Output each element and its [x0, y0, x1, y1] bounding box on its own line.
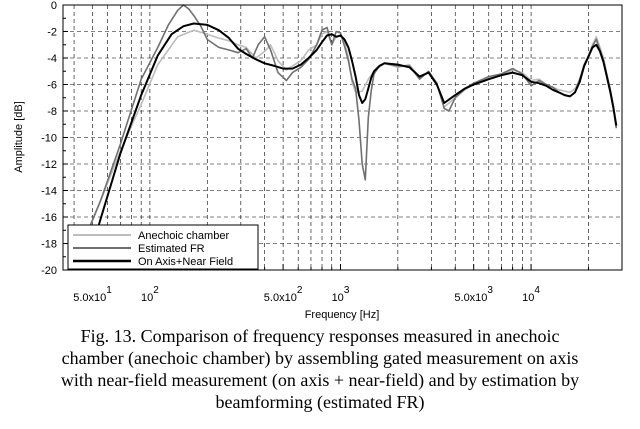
- x-tick-exponent: 4: [534, 285, 540, 296]
- y-tick-label: -6: [47, 80, 57, 92]
- x-tick-exponent: 3: [487, 285, 493, 296]
- y-tick-label: -20: [41, 265, 57, 277]
- x-tick-mantissa: 5.0x10: [73, 292, 106, 304]
- series-layer: [69, 4, 618, 271]
- legend-label-2: Estimated FR: [138, 243, 205, 255]
- caption-line-4: beamforming (estimated FR): [215, 392, 425, 412]
- x-tick-exponent: 3: [344, 285, 350, 296]
- y-tick-label: -14: [41, 186, 57, 198]
- x-tick-mantissa: 10: [141, 292, 153, 304]
- y-tick-label: -8: [47, 106, 57, 118]
- x-tick-exponent: 2: [297, 285, 303, 296]
- y-tick-label: -10: [41, 133, 57, 145]
- legend-label-1: Anechoic chamber: [138, 230, 229, 242]
- x-tick-label: 5.0x102: [264, 285, 303, 304]
- y-tick-label: -16: [41, 212, 57, 224]
- x-tick-mantissa: 5.0x10: [264, 292, 297, 304]
- x-tick-label: 5.0x101: [73, 285, 112, 304]
- series-line-3: [84, 22, 618, 271]
- legend-label-3: On Axis+Near Field: [138, 256, 233, 268]
- x-tick-label: 104: [522, 285, 540, 304]
- y-tick-label: -12: [41, 159, 57, 171]
- x-tick-exponent: 2: [153, 285, 159, 296]
- y-tick-label: -2: [47, 27, 57, 39]
- x-tick-exponent: 1: [106, 285, 112, 296]
- caption-line-3: with near-field measurement (on axis + n…: [60, 370, 580, 390]
- caption-line-1: Fig. 13. Comparison of frequency respons…: [80, 326, 560, 346]
- x-tick-label: 5.0x103: [454, 285, 493, 304]
- y-axis: 0 -2 -4 -6 -8 -10 -12 -14 -16 -18 -20: [41, 0, 68, 277]
- x-axis-label: Frequency [Hz]: [305, 309, 380, 321]
- x-tick-mantissa: 5.0x10: [454, 292, 487, 304]
- x-tick-mantissa: 10: [522, 292, 534, 304]
- x-tick-label: 103: [332, 285, 350, 304]
- figure-caption: Fig. 13. Comparison of frequency respons…: [0, 325, 640, 413]
- x-tick-label: 102: [141, 285, 159, 304]
- frequency-response-chart: 0-2-4-6-8-10-12-14-16-18-20 5.0x1011025.…: [13, 0, 623, 321]
- caption-line-2: chamber (anechoic chamber) by assembling…: [61, 348, 579, 368]
- y-tick-label: 0: [51, 0, 57, 12]
- x-tick-mantissa: 10: [332, 292, 344, 304]
- y-tick-label: -18: [41, 239, 57, 251]
- y-tick-label: -4: [47, 53, 57, 65]
- y-axis-label: Amplitude [dB]: [13, 101, 25, 173]
